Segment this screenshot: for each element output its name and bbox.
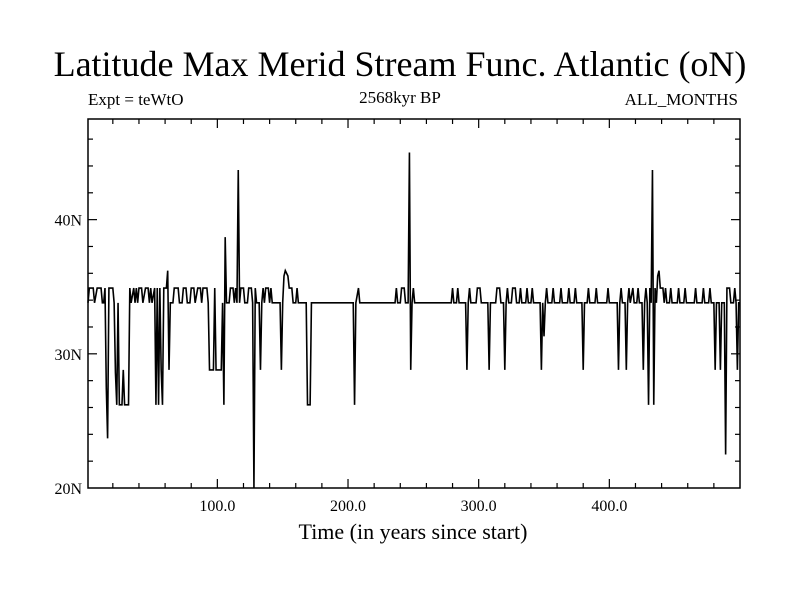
x-axis-label: Time (in years since start) <box>298 519 528 544</box>
y-tick-label: 40N <box>54 213 82 230</box>
y-tick-label: 30N <box>54 347 82 364</box>
series-line <box>87 152 740 489</box>
x-tick-label: 100.0 <box>199 498 235 515</box>
period-label: 2568kyr BP <box>359 88 441 107</box>
y-tick-label: 20N <box>54 481 82 498</box>
x-tick-label: 400.0 <box>591 498 627 515</box>
chart-title: Latitude Max Merid Stream Func. Atlantic… <box>53 44 747 84</box>
axis-tick-labels: 100.0 200.0 300.0 400.0 20N 30N 40N <box>54 213 627 515</box>
experiment-label: Expt = teWtO <box>88 90 184 109</box>
months-label: ALL_MONTHS <box>624 90 738 109</box>
x-tick-label: 300.0 <box>461 498 497 515</box>
x-tick-label: 200.0 <box>330 498 366 515</box>
axis-ticks <box>88 119 740 488</box>
